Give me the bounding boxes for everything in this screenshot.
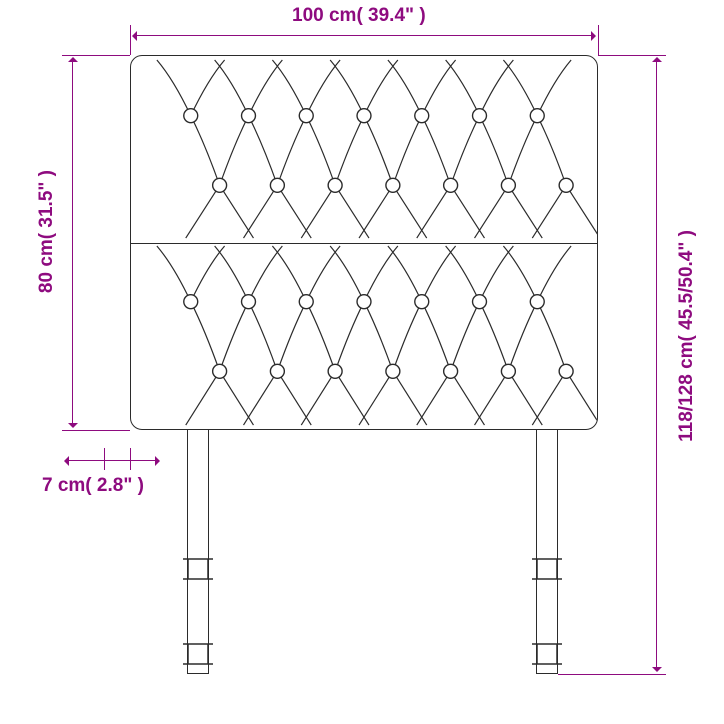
dim-label-width: 100 cm( 39.4" ) <box>292 5 426 27</box>
leg-bracket-icon <box>528 555 566 583</box>
ext-line <box>598 55 666 56</box>
dim-line-height <box>72 58 73 427</box>
dim-label-total-height: 118/128 cm( 45.5/50.4" ) <box>676 230 698 442</box>
leg-bracket-icon <box>179 640 217 668</box>
headboard-leg-left <box>187 420 209 674</box>
tufting-pattern <box>131 56 597 429</box>
leg-bracket-icon <box>179 555 217 583</box>
headboard-body <box>130 55 598 430</box>
ext-line <box>598 25 599 55</box>
ext-line <box>62 430 130 431</box>
dim-label-height: 80 cm( 31.5" ) <box>36 170 58 293</box>
dim-line-width <box>133 35 595 36</box>
ext-line <box>62 55 130 56</box>
dim-line-total-height <box>656 58 657 671</box>
dim-label-thickness: 7 cm( 2.8" ) <box>42 475 144 497</box>
diagram-stage: 100 cm( 39.4" ) 80 cm( 31.5" ) 7 cm( 2.8… <box>0 0 724 724</box>
tick <box>104 448 105 470</box>
headboard-leg-right <box>536 420 558 674</box>
dim-line-thickness <box>65 460 159 461</box>
tick <box>130 448 131 470</box>
ext-line <box>130 25 131 55</box>
leg-bracket-icon <box>528 640 566 668</box>
ext-line <box>558 674 666 675</box>
